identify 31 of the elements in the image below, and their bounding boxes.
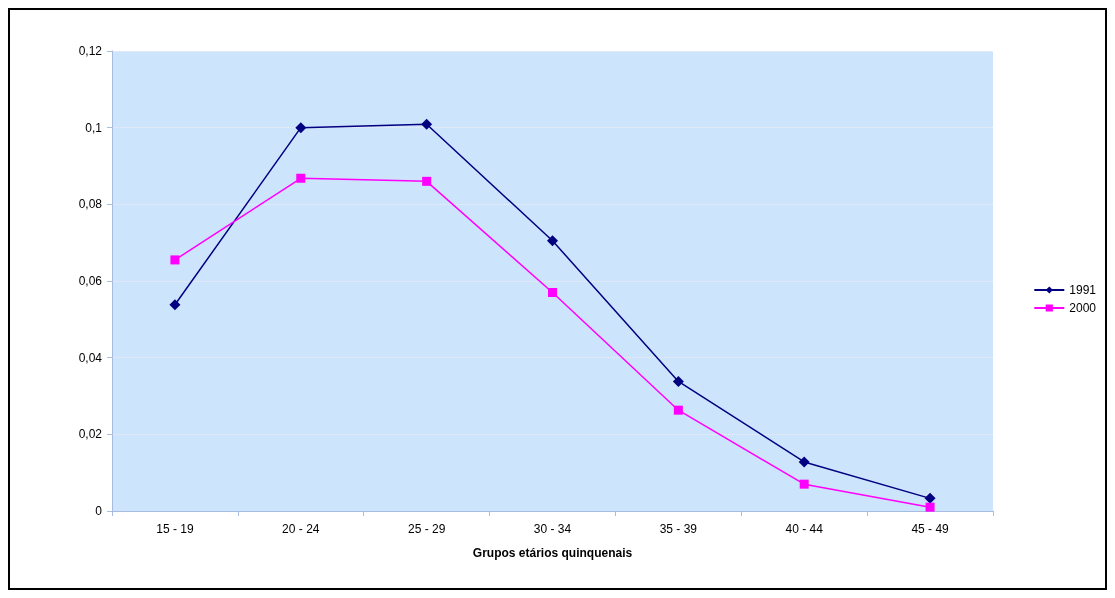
y-tick-label: 0,12 bbox=[78, 44, 103, 58]
point bbox=[672, 375, 684, 387]
x-tick-label: 30 - 34 bbox=[533, 522, 572, 536]
y-tick-label: 0,06 bbox=[78, 274, 103, 288]
x-tick-label: 40 - 44 bbox=[785, 522, 824, 536]
y-tick-label: 0,08 bbox=[78, 197, 103, 212]
point bbox=[673, 405, 683, 415]
point bbox=[798, 456, 810, 468]
y-tick-label: 0,02 bbox=[78, 427, 103, 442]
point bbox=[925, 502, 935, 512]
x-tick-label: 45 - 49 bbox=[911, 522, 950, 536]
x-tick-label: 15 - 19 bbox=[156, 522, 194, 536]
x-axis-title: Grupos etários quinquenais bbox=[472, 546, 633, 560]
point bbox=[296, 173, 306, 183]
legend-label: 2000 bbox=[1069, 301, 1097, 315]
x-tick-label: 25 - 29 bbox=[407, 522, 446, 536]
legend-label: 1991 bbox=[1069, 283, 1097, 297]
point bbox=[170, 255, 180, 265]
point bbox=[547, 235, 558, 247]
point bbox=[924, 492, 936, 504]
y-tick-label: 0 bbox=[95, 504, 103, 518]
point bbox=[548, 288, 557, 297]
point bbox=[799, 479, 809, 489]
y-tick-label: 0,1 bbox=[85, 120, 103, 135]
point bbox=[421, 118, 433, 130]
point bbox=[169, 299, 181, 311]
x-tick-label: 35 - 39 bbox=[659, 522, 698, 536]
x-tick-label: 20 - 24 bbox=[282, 522, 320, 536]
y-tick-label: 0,04 bbox=[78, 350, 103, 365]
point bbox=[295, 122, 307, 134]
point bbox=[422, 176, 432, 186]
